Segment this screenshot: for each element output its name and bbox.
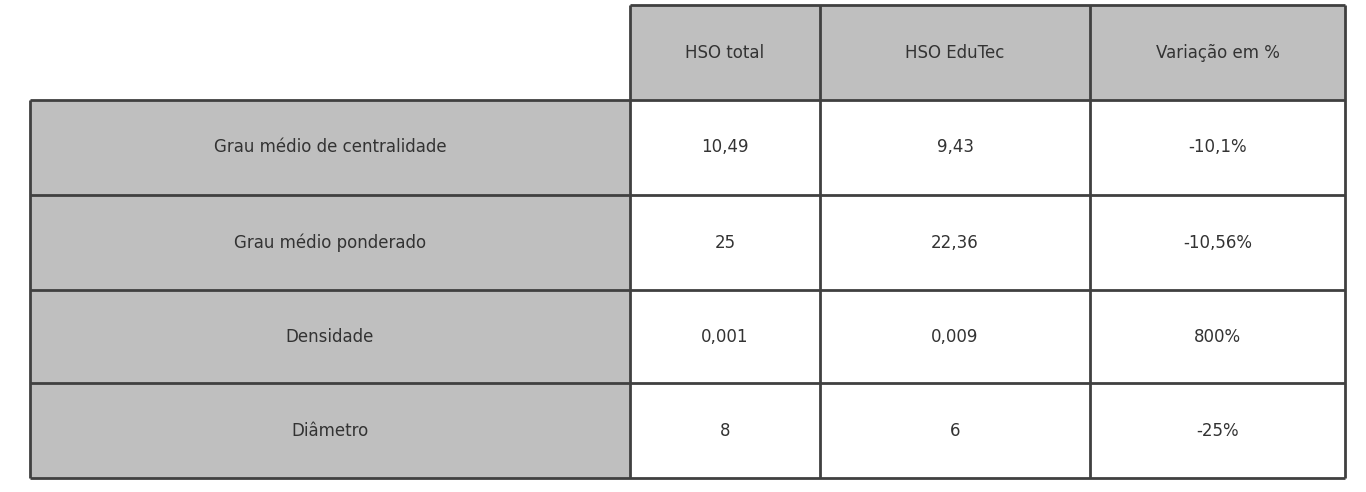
Text: -25%: -25%: [1197, 422, 1239, 439]
Text: 0,009: 0,009: [932, 328, 978, 345]
Text: 10,49: 10,49: [701, 139, 749, 156]
Text: 9,43: 9,43: [937, 139, 974, 156]
Text: -10,56%: -10,56%: [1183, 234, 1253, 251]
Text: 22,36: 22,36: [932, 234, 979, 251]
Text: 800%: 800%: [1194, 328, 1242, 345]
Text: HSO total: HSO total: [686, 43, 765, 62]
Text: -10,1%: -10,1%: [1188, 139, 1247, 156]
Text: Grau médio de centralidade: Grau médio de centralidade: [213, 139, 447, 156]
Text: 6: 6: [949, 422, 960, 439]
Text: 25: 25: [714, 234, 735, 251]
Text: 0,001: 0,001: [701, 328, 749, 345]
Text: 8: 8: [720, 422, 731, 439]
Text: HSO EduTec: HSO EduTec: [906, 43, 1004, 62]
Text: Diâmetro: Diâmetro: [291, 422, 369, 439]
Text: Densidade: Densidade: [285, 328, 374, 345]
Text: Variação em %: Variação em %: [1156, 43, 1280, 62]
Text: Grau médio ponderado: Grau médio ponderado: [234, 233, 426, 252]
